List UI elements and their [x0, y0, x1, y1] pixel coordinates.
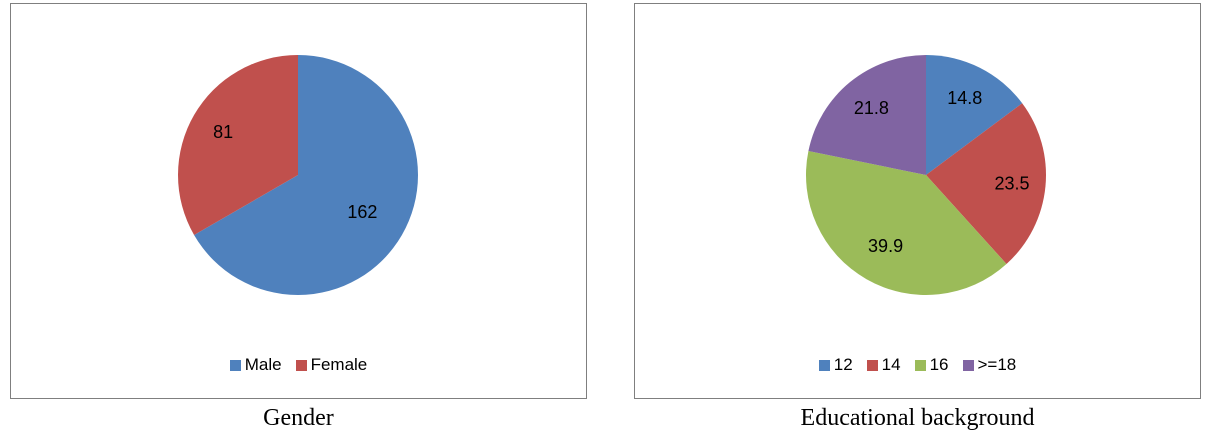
gender-slice-female — [178, 55, 298, 235]
gender-chart-area: 162 81 Male Female — [10, 3, 587, 399]
gender-legend-label-female: Female — [310, 355, 368, 374]
education-legend-item-12: 12 — [818, 355, 853, 375]
education-legend-swatch-16 — [914, 359, 926, 371]
education-slice-16 — [806, 151, 1007, 295]
education-legend-label-16: 16 — [929, 355, 949, 374]
education-data-label-16: 39.9 — [868, 236, 903, 256]
gender-slice-male — [194, 55, 419, 295]
education-slice-14 — [926, 103, 1046, 265]
gender-legend: Male Female — [11, 355, 586, 375]
education-legend-swatch-gte-18 — [962, 359, 974, 371]
gender-data-label-female: 81 — [213, 122, 233, 142]
education-legend: 12 14 16 >=18 — [635, 355, 1200, 375]
education-data-label-gte-18: 21.8 — [854, 98, 889, 118]
education-caption: Educational background — [800, 405, 1035, 431]
gender-caption: Gender — [263, 405, 334, 431]
education-legend-item-16: 16 — [914, 355, 949, 375]
education-legend-label-gte-18: >=18 — [977, 355, 1017, 374]
education-legend-swatch-14 — [866, 359, 878, 371]
gender-data-label-male: 162 — [347, 202, 377, 222]
education-legend-label-14: 14 — [881, 355, 901, 374]
education-pie-chart: 14.8 23.5 39.9 21.8 — [806, 55, 1046, 295]
gender-legend-swatch-female — [295, 359, 307, 371]
education-legend-label-12: 12 — [833, 355, 853, 374]
education-data-label-14: 23.5 — [994, 173, 1029, 193]
education-legend-item-gte-18: >=18 — [962, 355, 1017, 375]
education-slice-12 — [926, 55, 1023, 175]
gender-legend-item-female: Female — [295, 355, 368, 375]
education-slice-gte-18 — [808, 55, 926, 175]
education-legend-item-14: 14 — [866, 355, 901, 375]
education-legend-swatch-12 — [818, 359, 830, 371]
gender-legend-swatch-male — [229, 359, 241, 371]
education-chart-area: 14.8 23.5 39.9 21.8 12 14 16 >=18 — [634, 3, 1201, 399]
gender-pie-chart: 162 81 — [178, 55, 419, 295]
gender-legend-label-male: Male — [244, 355, 282, 374]
education-data-label-12: 14.8 — [947, 88, 982, 108]
gender-legend-item-male: Male — [229, 355, 282, 375]
